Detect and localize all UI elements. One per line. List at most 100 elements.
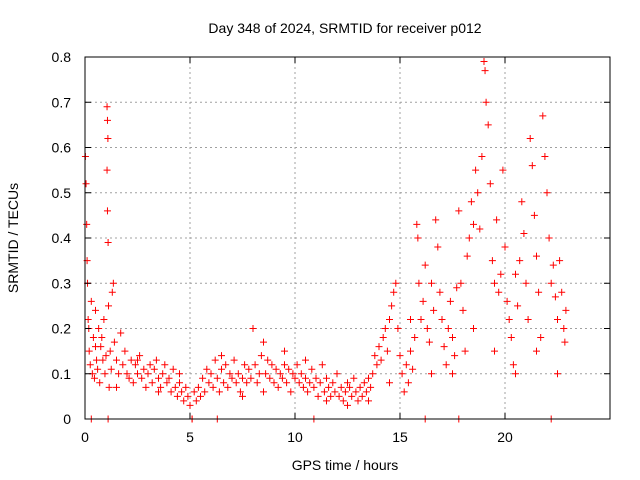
data-point [388,302,396,310]
data-point [486,180,494,188]
data-point [327,392,335,400]
data-point [304,388,312,396]
data-point [375,343,383,351]
data-point [136,352,144,360]
data-point [155,374,162,382]
data-point [419,297,427,305]
y-tick-label: 0.2 [52,321,72,337]
data-point [89,334,97,342]
grid-lines [85,57,610,419]
data-point [379,334,387,342]
x-tick-label: 20 [497,429,513,445]
data-point [323,374,330,382]
data-point [554,370,561,378]
data-point [93,356,101,364]
data-point [377,356,385,364]
data-point [218,352,225,360]
data-point [270,379,278,387]
data-point [98,334,106,342]
data-point [165,374,173,382]
x-tick-label: 15 [392,429,408,445]
data-point [333,370,341,378]
data-point [442,361,450,369]
data-point [127,356,135,364]
data-point [310,383,318,391]
y-tick-label: 0.3 [52,275,72,291]
data-point [289,370,297,378]
data-point [373,361,381,369]
x-tick-label: 5 [186,429,194,445]
data-point [264,356,272,364]
data-point [92,306,99,314]
data-point [499,166,507,174]
data-point [245,365,253,373]
data-point [491,347,498,355]
data-point [535,288,543,296]
data-point [407,347,414,355]
data-point [518,198,526,206]
data-point [117,329,125,337]
data-point [178,388,186,396]
data-point [109,279,117,287]
data-point [226,370,234,378]
x-tick-label: 10 [287,429,303,445]
data-point [560,325,568,332]
data-point [96,379,104,387]
data-point [320,388,328,396]
data-point [362,388,370,396]
data-point [146,361,154,369]
data-point [528,162,536,170]
data-point [398,370,406,378]
data-point [105,302,113,310]
data-point [325,383,333,391]
data-point [423,325,431,332]
data-point [90,374,98,382]
x-tick-label: 0 [81,429,89,445]
data-point [119,361,127,369]
data-point [272,365,280,373]
data-point [400,388,408,396]
data-point [497,270,505,278]
data-point [344,379,351,387]
data-point [402,361,410,369]
data-point [103,103,111,111]
data-point [339,397,347,405]
data-point [516,257,524,265]
data-point [260,388,267,396]
data-point [87,297,95,305]
data-point [293,361,301,369]
y-tick-label: 0.6 [52,140,72,156]
data-point [82,180,90,188]
data-point [432,216,440,224]
data-point [186,401,194,409]
data-point [549,261,557,269]
axes: 0 5 10 15 20 0 0.1 0.2 0.3 0.4 0.5 0.6 0.7 0.8 [52,49,610,445]
data-point [100,315,108,323]
data-point [537,334,545,342]
data-point [239,392,246,400]
data-point [99,356,107,364]
data-point [392,279,400,287]
data-point [449,334,456,342]
data-point [234,370,242,378]
data-point [103,166,111,174]
data-point [110,338,118,346]
data-point [86,361,94,369]
data-point [232,379,240,387]
data-point [241,361,249,369]
data-point [478,153,486,161]
data-point [148,379,156,387]
data-point [407,315,414,323]
data-point [144,370,152,378]
data-point [411,334,419,342]
data-point [123,370,131,378]
data-point [365,374,372,382]
data-point [331,388,339,396]
data-point [92,343,99,351]
data-point [113,356,120,364]
data-point [413,220,421,228]
data-point [482,98,490,106]
data-point [224,383,232,391]
data-point [526,134,534,142]
